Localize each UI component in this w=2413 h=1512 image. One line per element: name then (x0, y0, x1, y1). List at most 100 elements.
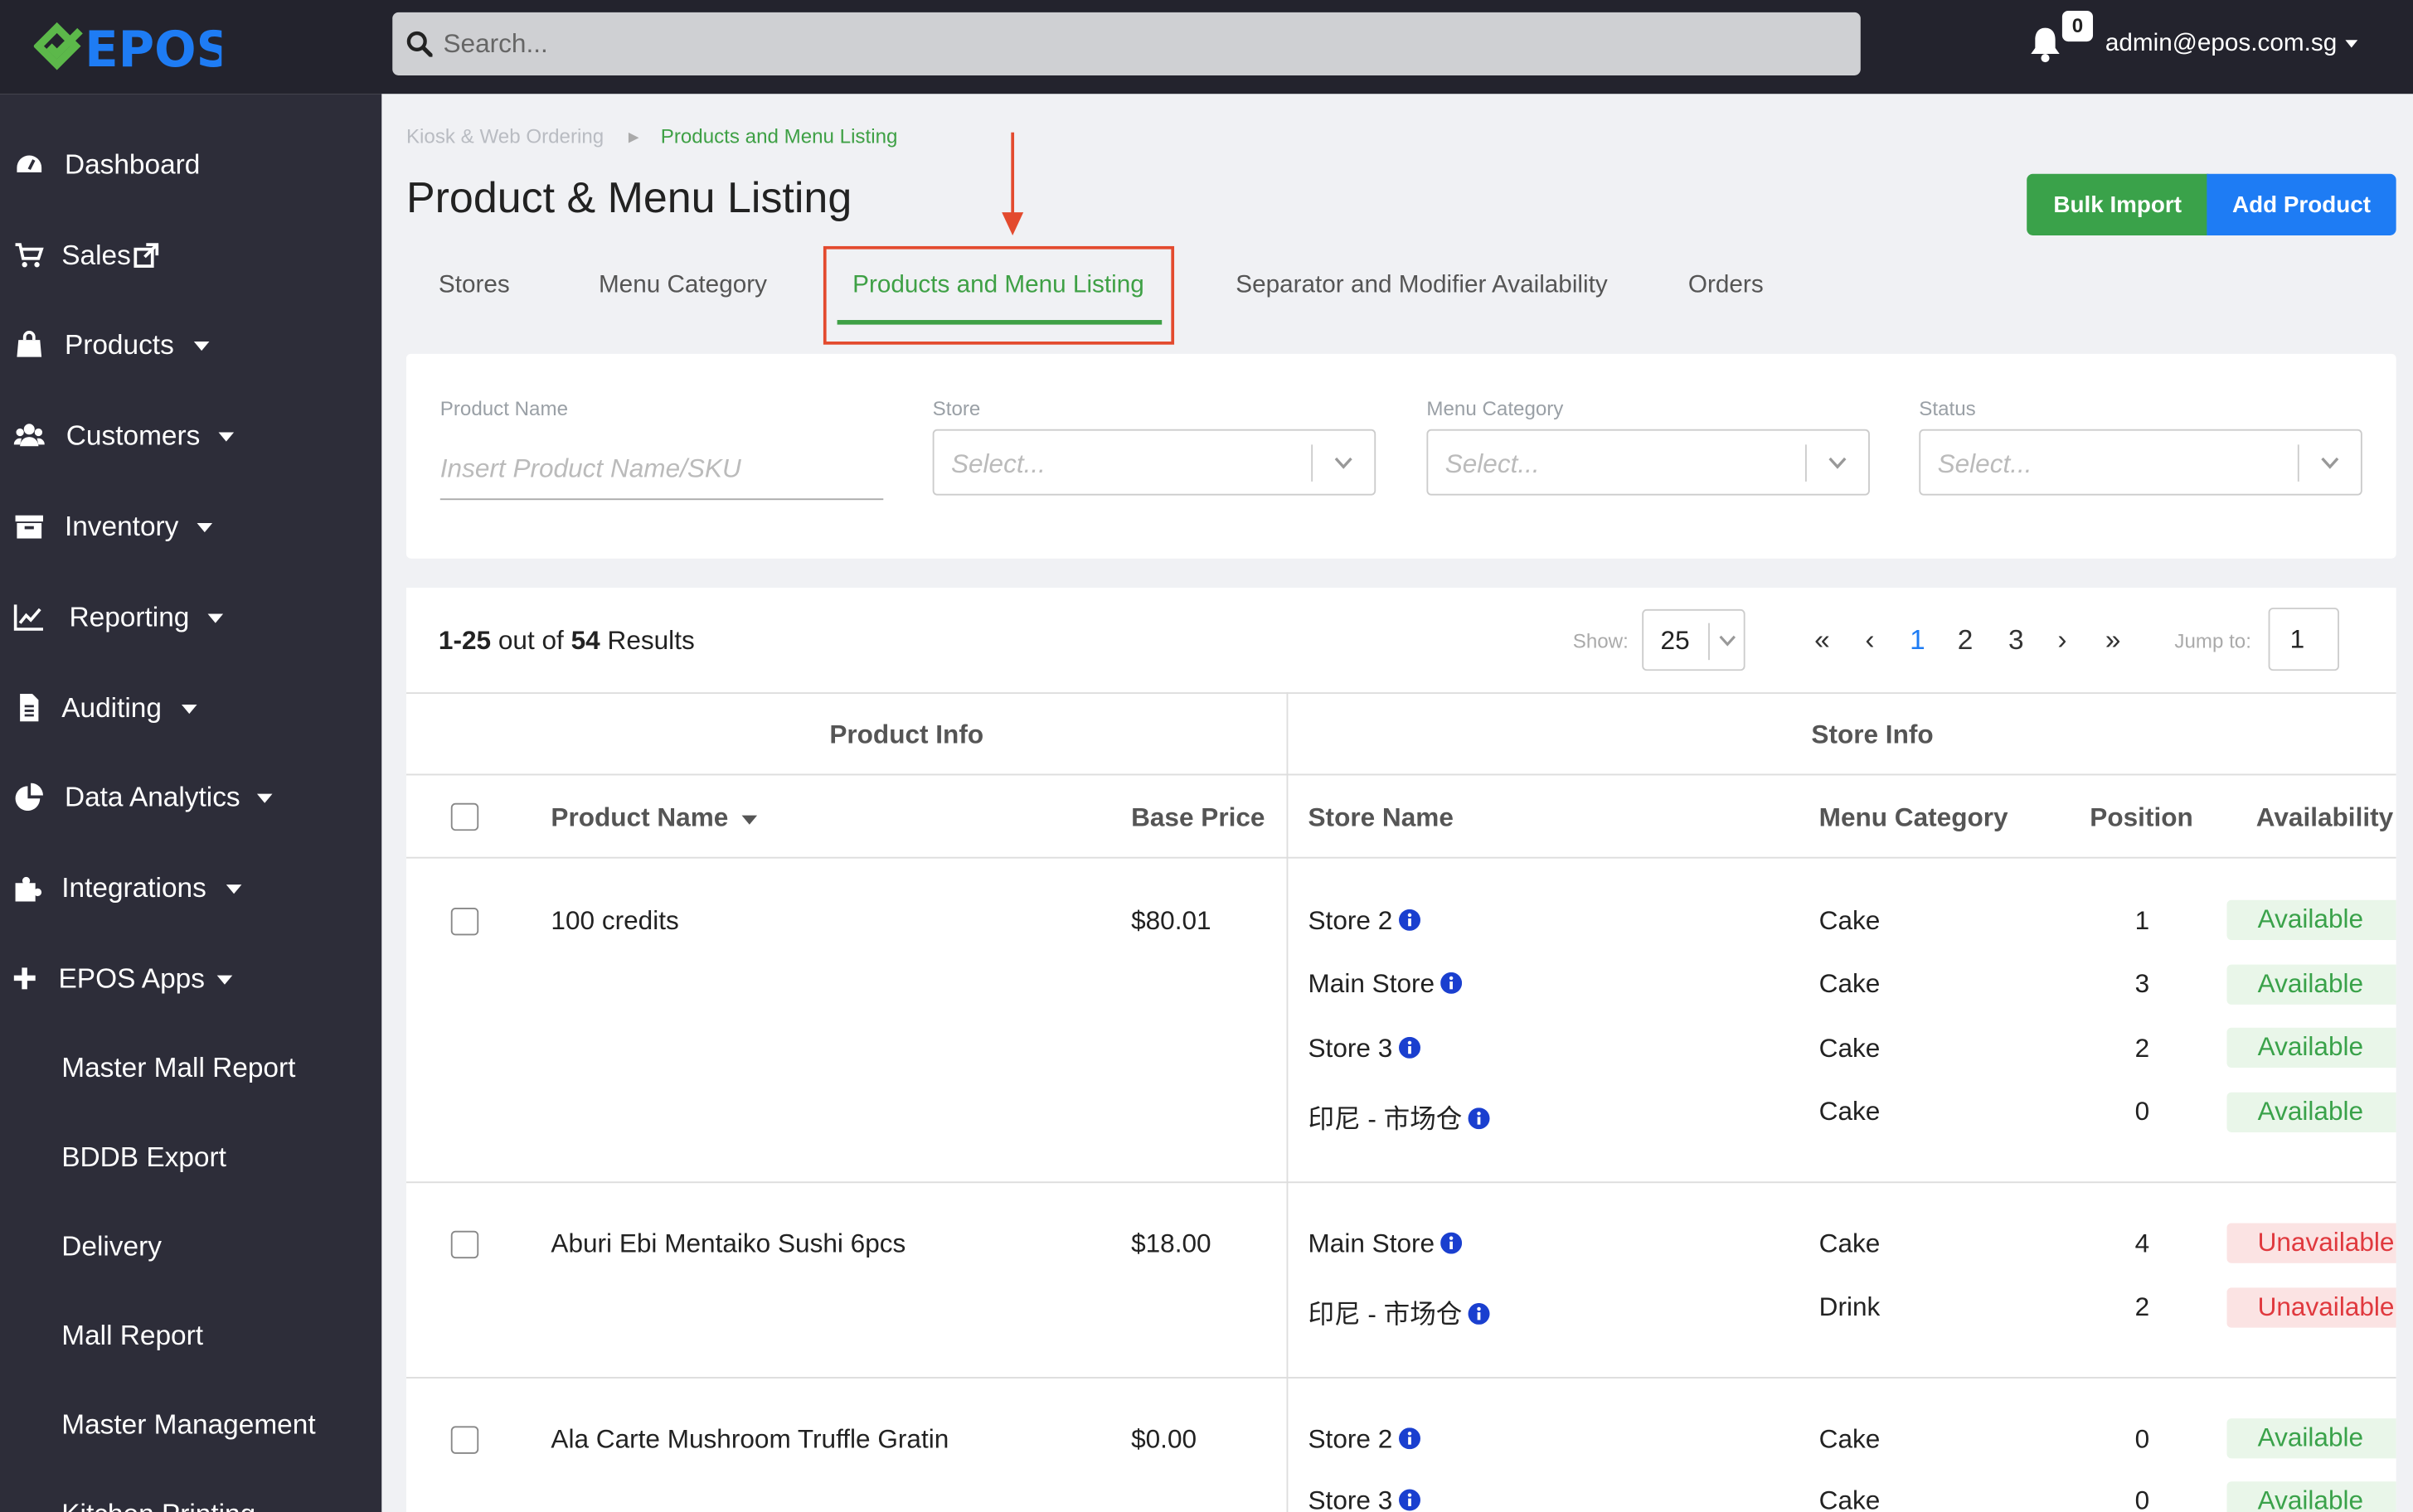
external-link-icon (134, 243, 159, 268)
sidebar-item-products[interactable]: Products (0, 314, 381, 376)
column-header-label: Product Name (551, 802, 729, 833)
sidebar-item-label: Integrations (61, 872, 206, 904)
sidebar-item-reporting[interactable]: Reporting (0, 586, 381, 647)
user-menu[interactable]: admin@epos.com.sg (2105, 31, 2357, 58)
info-icon[interactable] (1440, 972, 1463, 994)
breadcrumb-parent[interactable]: Kiosk & Web Ordering (405, 124, 604, 148)
tab-products-and-menu-listing[interactable]: Products and Menu Listing (852, 272, 1144, 299)
add-product-button[interactable]: Add Product (2207, 173, 2396, 235)
row-checkbox[interactable] (450, 1230, 479, 1259)
top-bar: EPOS 0 admin@epos.com.sg (0, 0, 2413, 94)
availability-badge[interactable]: Available (2226, 1418, 2396, 1459)
chevron-down-icon (1828, 457, 1847, 469)
caret-down-icon (193, 342, 210, 351)
bell-icon[interactable] (2028, 27, 2062, 64)
caret-down-icon (181, 705, 197, 715)
sidebar-subitem-delivery[interactable]: Delivery (61, 1230, 162, 1262)
sidebar-item-label: Dashboard (64, 149, 201, 181)
users-icon (13, 424, 45, 447)
menu-category-select[interactable]: Select... (1426, 429, 1870, 496)
store-select[interactable]: Select... (932, 429, 1376, 496)
tab-stores[interactable]: Stores (438, 272, 510, 299)
info-icon[interactable] (1468, 1302, 1490, 1325)
tab-separator-and-modifier-availability[interactable]: Separator and Modifier Availability (1236, 272, 1608, 299)
sidebar-item-customers[interactable]: Customers (0, 405, 381, 466)
availability-badge[interactable]: Available (2226, 1027, 2396, 1068)
info-icon[interactable] (1398, 1489, 1420, 1511)
next-page-button[interactable]: › (2057, 624, 2067, 656)
caret-down-icon (226, 884, 242, 894)
caret-down-icon (2344, 40, 2357, 49)
row-checkbox[interactable] (450, 1426, 479, 1454)
sidebar-item-dashboard[interactable]: Dashboard (0, 133, 381, 195)
sidebar-item-label: Auditing (61, 692, 162, 724)
bulk-import-button[interactable]: Bulk Import (2027, 173, 2209, 235)
tab-orders[interactable]: Orders (1687, 272, 1764, 299)
search-input[interactable] (443, 12, 1828, 75)
store-name-cell: Main Store (1308, 1229, 1463, 1260)
results-range: 1-25 (438, 626, 492, 656)
caret-down-icon (207, 613, 224, 623)
sidebar-item-integrations[interactable]: Integrations (0, 857, 381, 918)
sidebar-item-inventory[interactable]: Inventory (0, 496, 381, 557)
prev-page-button[interactable]: ‹ (1865, 624, 1875, 656)
info-icon[interactable] (1398, 1427, 1420, 1450)
epos-logo[interactable]: EPOS (33, 17, 221, 75)
svg-text:EPOS: EPOS (85, 22, 221, 75)
product-name-input[interactable] (439, 438, 884, 501)
page-3-button[interactable]: 3 (2008, 624, 2024, 656)
product-name-cell[interactable]: Aburi Ebi Mentaiko Sushi 6pcs (551, 1228, 906, 1259)
first-page-button[interactable]: « (1814, 624, 1830, 656)
sidebar-subitem-bddb-export[interactable]: BDDB Export (61, 1141, 226, 1173)
column-header-product-name[interactable]: Product Name (551, 802, 758, 834)
sidebar-subitem-master-mall-report[interactable]: Master Mall Report (61, 1052, 296, 1083)
annotation-arrow-icon (1002, 132, 1024, 235)
tab-menu-category[interactable]: Menu Category (598, 272, 767, 299)
sidebar-subitem-mall-report[interactable]: Mall Report (61, 1320, 204, 1351)
sidebar-item-data-analytics[interactable]: Data Analytics (0, 766, 381, 827)
filter-panel: Product Name Store Select... Menu Catego… (405, 353, 2396, 559)
status-select[interactable]: Select... (1919, 429, 2362, 496)
chevron-down-icon (2321, 457, 2339, 469)
last-page-button[interactable]: » (2105, 624, 2121, 656)
sidebar-item-epos-apps[interactable]: EPOS Apps (0, 947, 381, 1009)
caret-down-icon (216, 975, 233, 985)
search-bar[interactable] (392, 12, 1861, 75)
store-name-text: Main Store (1308, 969, 1435, 999)
page-2-button[interactable]: 2 (1957, 624, 1974, 656)
divider (405, 1377, 2396, 1379)
product-name-cell[interactable]: Ala Carte Mushroom Truffle Gratin (551, 1424, 949, 1454)
row-checkbox[interactable] (450, 907, 479, 936)
sidebar-item-label: Customers (66, 419, 201, 451)
select-separator (1804, 444, 1807, 482)
search-icon (406, 31, 433, 57)
availability-badge[interactable]: Available (2226, 964, 2396, 1005)
info-icon[interactable] (1398, 909, 1420, 931)
caret-down-icon (218, 432, 235, 442)
availability-badge[interactable]: Available (2226, 1092, 2396, 1132)
position-cell: 2 (2134, 1292, 2150, 1322)
results-total: 54 (570, 626, 600, 656)
info-icon[interactable] (1468, 1107, 1490, 1130)
product-name-cell[interactable]: 100 credits (551, 906, 679, 936)
plus-icon (13, 967, 36, 990)
page-size-select[interactable]: 25 (1642, 608, 1745, 671)
info-icon[interactable] (1440, 1232, 1463, 1254)
sidebar-subitem-kitchen-printing[interactable]: Kitchen Printing (61, 1499, 255, 1512)
availability-badge[interactable]: Unavailable (2226, 1287, 2396, 1328)
page-1-button[interactable]: 1 (1910, 624, 1925, 656)
sidebar-item-auditing[interactable]: Auditing (0, 677, 381, 739)
jump-to-input[interactable]: 1 (2268, 608, 2339, 671)
availability-badge[interactable]: Unavailable (2226, 1223, 2396, 1263)
sidebar-subitem-master-management[interactable]: Master Management (61, 1409, 316, 1441)
info-icon[interactable] (1398, 1036, 1420, 1059)
column-header-menu-category: Menu Category (1818, 802, 2008, 833)
select-separator (1311, 444, 1313, 482)
availability-badge[interactable]: Available (2226, 1481, 2396, 1512)
divider (405, 856, 2396, 859)
column-header-position: Position (2090, 802, 2193, 833)
sidebar-item-sales[interactable]: Sales (0, 225, 381, 286)
availability-badge[interactable]: Available (2226, 899, 2396, 940)
position-cell: 2 (2134, 1034, 2150, 1064)
select-all-checkbox[interactable] (450, 802, 479, 831)
